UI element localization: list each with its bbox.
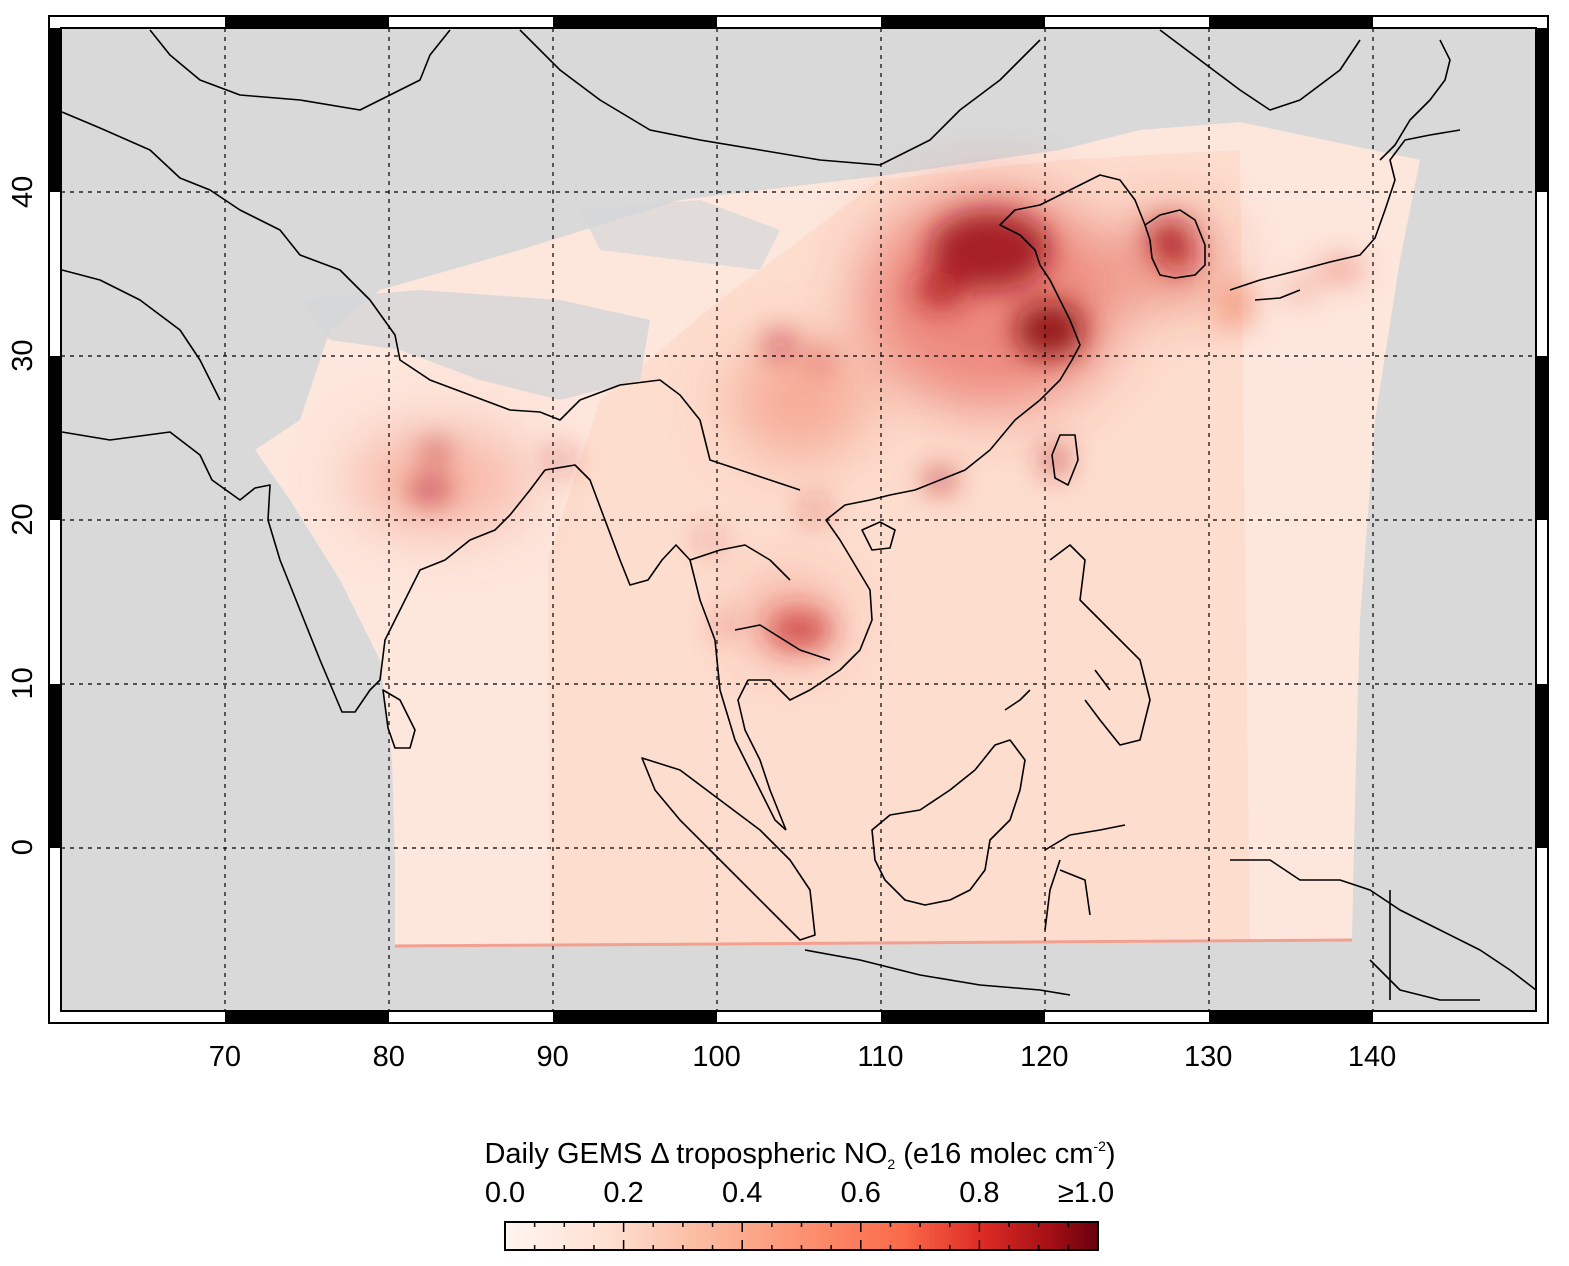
lon-tick-label: 140 [1348, 1041, 1396, 1073]
lon-tick-label: 90 [537, 1041, 569, 1073]
colorbar-tick-label: 0.0 [485, 1177, 525, 1209]
colorbar-tick-label: ≥1.0 [1058, 1177, 1114, 1209]
colorbar-title: Daily GEMS Δ tropospheric NO2 (e16 molec… [484, 1138, 1115, 1172]
colorbar-ticks [533, 1222, 1070, 1250]
gridlines [61, 28, 1536, 1011]
lon-tick-label: 70 [209, 1041, 241, 1073]
colorbar: Daily GEMS Δ tropospheric NO2 (e16 molec… [484, 1138, 1116, 1251]
lat-tick-label: 30 [7, 340, 39, 372]
colorbar-tick-label: 0.6 [841, 1177, 881, 1209]
lon-tick-label: 100 [692, 1041, 740, 1073]
lon-tick-labels: 70 80 90 100 110 120 130 140 [209, 1041, 1397, 1073]
lat-tick-labels: 0 10 20 30 40 [7, 176, 39, 856]
colorbar-tick-label: 0.2 [603, 1177, 643, 1209]
map-plot-area [61, 28, 1536, 1011]
lat-tick-label: 0 [7, 839, 39, 855]
swath-edge [394, 938, 1353, 948]
colorbar-title-sup: -2 [1093, 1138, 1106, 1154]
lat-tick-label: 40 [7, 176, 39, 208]
colorbar-tick-label: 0.4 [722, 1177, 762, 1209]
colorbar-tick-label: 0.8 [959, 1177, 999, 1209]
colorbar-title-sub: 2 [887, 1156, 895, 1172]
lon-tick-label: 80 [373, 1041, 405, 1073]
cloud-gap [580, 200, 780, 270]
map-frame [48, 15, 1549, 1024]
coastlines [61, 29, 1536, 1001]
colorbar-tick-labels: 0.0 0.2 0.4 0.6 0.8 ≥1.0 [485, 1177, 1114, 1209]
colorbar-title-close: ) [1106, 1138, 1116, 1170]
lon-tick-label: 110 [857, 1041, 903, 1073]
colorbar-title-unit: (e16 molec cm [895, 1138, 1093, 1170]
colorbar-title-main: Daily GEMS Δ tropospheric NO [484, 1138, 887, 1170]
lon-tick-label: 120 [1020, 1041, 1068, 1073]
lat-tick-label: 20 [7, 503, 39, 535]
lat-tick-label: 10 [7, 667, 39, 699]
cloud-gap [300, 290, 650, 400]
lon-tick-label: 130 [1184, 1041, 1232, 1073]
